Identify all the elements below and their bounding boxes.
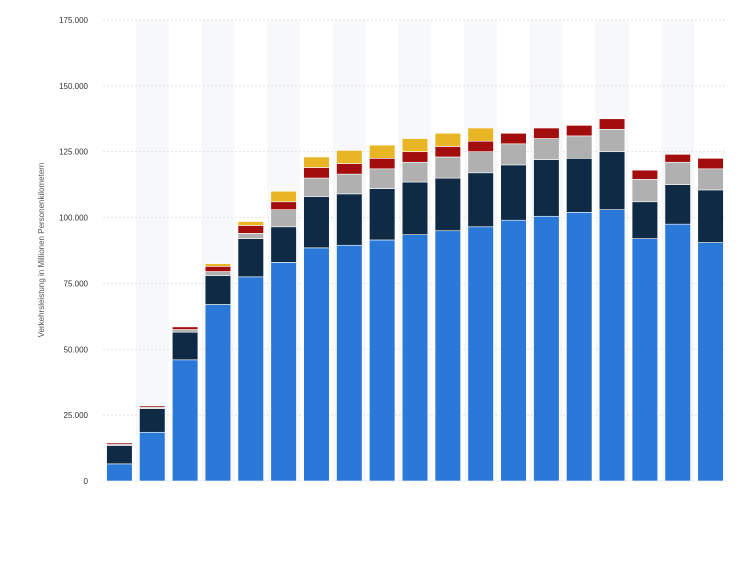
bar-segment-series-4 (500, 132, 527, 145)
bar-segment-series-3 (303, 177, 330, 197)
bar-segment-series-2 (631, 201, 659, 239)
bar-segment-series-3 (204, 271, 232, 276)
bar-segment-series-5 (336, 150, 363, 164)
bar-segment-series-1 (237, 276, 264, 482)
bar-segment-series-3 (664, 161, 691, 185)
bar-segment-series-4 (401, 151, 429, 163)
column-band (135, 20, 169, 481)
bar-segment-series-2 (171, 331, 199, 361)
bar-segment-series-1 (697, 242, 724, 482)
bar-segment-series-3 (237, 233, 264, 239)
y-tick-label: 100.000 (59, 214, 88, 223)
bar-segment-series-1 (270, 262, 297, 482)
bar-segment-series-2 (139, 408, 166, 433)
bar-segment-series-4 (204, 266, 232, 272)
bar-segment-series-5 (204, 263, 232, 267)
bar-segment-series-5 (401, 138, 429, 153)
bar-segment-series-2 (303, 196, 330, 249)
bar-segment-series-4 (598, 118, 626, 130)
bar-segment-series-4 (106, 442, 133, 445)
bar-segment-series-4 (139, 405, 166, 408)
bar-segment-series-3 (598, 129, 626, 153)
bar-segment-series-4 (270, 201, 297, 210)
bar-segment-series-4 (171, 326, 199, 330)
bar-segment-series-2 (369, 188, 396, 241)
bar-segment-series-2 (467, 172, 494, 228)
bar-segment-series-2 (204, 275, 232, 305)
bar-segment-series-1 (369, 239, 396, 482)
bar-segment-series-1 (204, 304, 232, 482)
bar-segment-series-4 (631, 169, 659, 180)
bar-segment-series-5 (303, 156, 330, 168)
bar-segment-series-1 (598, 209, 626, 482)
y-tick-label: 75.000 (64, 279, 89, 288)
bar-segment-series-3 (533, 138, 560, 160)
bar-segment-series-1 (500, 219, 527, 482)
bar-segment-series-4 (533, 127, 560, 139)
bar-segment-series-3 (697, 168, 724, 191)
bar-segment-series-1 (467, 226, 494, 482)
bar-segment-series-2 (336, 193, 363, 246)
y-tick-labels: 0 25.000 50.000 75.000 100.000 125.000 150.000… (59, 16, 88, 486)
y-tick-label: 125.000 (59, 148, 88, 157)
y-tick-label: 0 (84, 477, 89, 486)
bar-segment-series-2 (270, 226, 297, 263)
bar-segment-series-2 (664, 184, 691, 225)
y-tick-label: 50.000 (64, 345, 89, 354)
bar-segment-series-3 (500, 143, 527, 166)
bar-segment-series-1 (336, 244, 363, 482)
bar-segment-series-5 (369, 144, 396, 159)
bar-segment-series-1 (401, 234, 429, 482)
bar-segment-series-2 (500, 164, 527, 221)
y-tick-label: 150.000 (59, 82, 88, 91)
bar-segment-series-1 (139, 431, 166, 482)
bar-segment-series-3 (566, 135, 593, 159)
bar-segment-series-4 (434, 146, 461, 158)
bar-segment-series-4 (336, 163, 363, 175)
bar-segment-series-4 (566, 125, 593, 137)
bar-segment-series-3 (270, 209, 297, 228)
bar-segment-series-3 (631, 179, 659, 203)
bar-segment-series-1 (171, 359, 199, 482)
bar-segment-series-2 (566, 158, 593, 213)
bar-segment-series-4 (664, 154, 691, 163)
bar-segment-series-4 (303, 167, 330, 179)
bar-segment-series-1 (533, 215, 560, 482)
bar-segment-series-2 (434, 177, 461, 232)
bar-segment-series-5 (270, 190, 297, 203)
bar-segment-series-5 (434, 132, 461, 147)
bar-segment-series-3 (171, 329, 199, 333)
bar-segment-series-5 (467, 127, 494, 142)
bar-segment-series-3 (434, 156, 461, 179)
bar-segment-series-1 (106, 463, 133, 482)
bar-segment-series-3 (401, 161, 429, 183)
bar-segment-series-2 (401, 181, 429, 235)
bar-segment-series-3 (336, 173, 363, 195)
y-tick-label: 175.000 (59, 16, 88, 25)
bar-segment-series-3 (467, 151, 494, 174)
bar-segment-series-1 (434, 230, 461, 482)
bar-segment-series-2 (106, 445, 133, 465)
bar-segment-series-4 (237, 225, 264, 234)
bars (106, 118, 724, 482)
bar-segment-series-2 (237, 238, 264, 278)
y-tick-label: 25.000 (64, 411, 89, 420)
bar-segment-series-1 (664, 223, 691, 482)
bar-segment-series-2 (533, 159, 560, 217)
y-axis-title: Verkehrsleistung in Millionen Personenki… (37, 163, 46, 338)
bar-segment-series-1 (303, 247, 330, 482)
bar-segment-series-4 (697, 158, 724, 170)
bar-segment-series-2 (697, 189, 724, 243)
bar-segment-series-3 (369, 168, 396, 189)
bar-segment-series-4 (467, 140, 494, 153)
bar-segment-series-1 (566, 212, 593, 482)
bar-segment-series-2 (598, 151, 626, 210)
bar-segment-series-4 (369, 158, 396, 170)
bar-segment-series-5 (237, 221, 264, 226)
bar-segment-series-1 (631, 238, 659, 482)
